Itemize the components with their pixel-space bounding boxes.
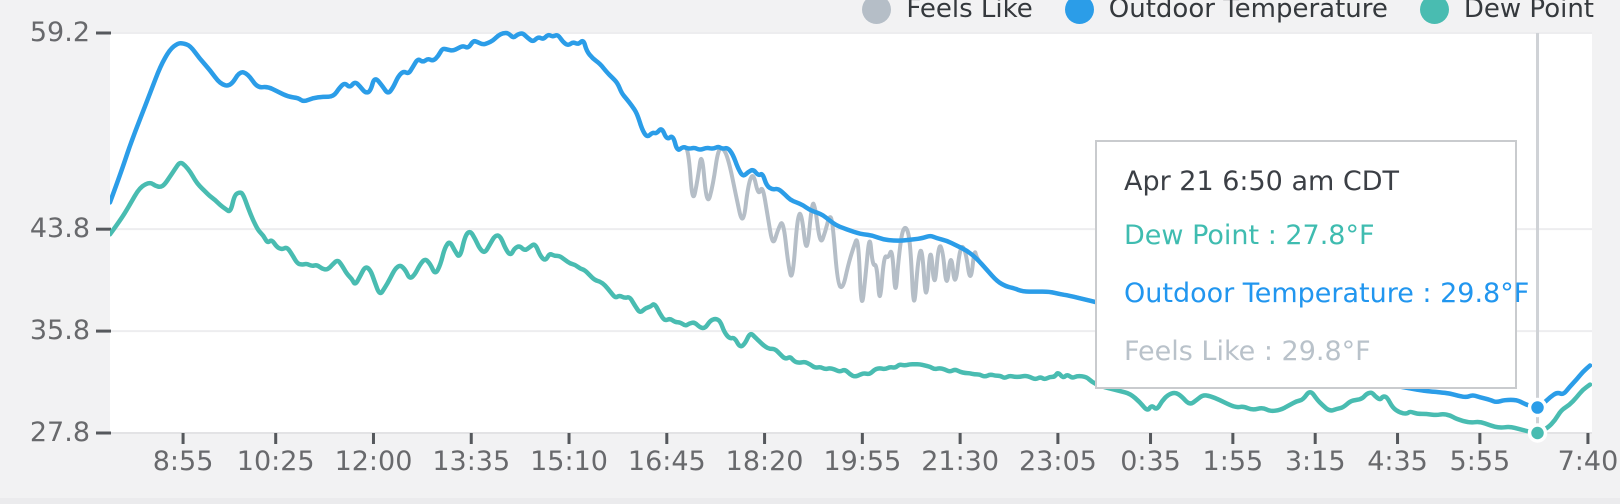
y-axis-label: 27.8	[29, 417, 90, 448]
x-axis-label: 16:45	[627, 446, 706, 477]
x-tick	[1149, 433, 1153, 444]
x-axis-label: 4:35	[1367, 446, 1428, 477]
dew-point-swatch-icon	[1419, 0, 1449, 24]
x-axis-label: 12:00	[334, 446, 413, 477]
panel-bottom-edge	[0, 498, 1620, 504]
legend-label-feels-like: Feels Like	[906, 0, 1033, 24]
feels-like-swatch-icon	[862, 0, 892, 24]
legend-item-dew-point[interactable]: Dew Point	[1419, 0, 1594, 24]
x-axis-label: 19:55	[823, 446, 902, 477]
dew-point-hover-marker	[1527, 423, 1548, 443]
x-axis-label: 1:55	[1202, 446, 1264, 477]
x-axis-label: 3:15	[1284, 446, 1346, 477]
x-tick	[469, 433, 473, 444]
legend-label-outdoor-temperature: Outdoor Temperature	[1108, 0, 1388, 24]
x-tick	[1056, 433, 1060, 444]
x-tick	[181, 433, 185, 444]
outdoor-temperature-swatch-icon	[1064, 0, 1094, 24]
x-tick	[274, 433, 278, 444]
x-tick	[1478, 433, 1482, 444]
x-tick	[371, 433, 375, 444]
x-axis-label: 7:40	[1557, 446, 1619, 477]
x-axis-label: 10:25	[236, 446, 315, 477]
x-axis-label: 21:30	[921, 446, 1000, 477]
legend-label-dew-point: Dew Point	[1463, 0, 1594, 24]
x-axis-label: 23:05	[1018, 446, 1097, 477]
legend-item-feels-like[interactable]: Feels Like	[862, 0, 1033, 24]
x-axis-label: 8:55	[152, 446, 214, 477]
tooltip-timestamp: Apr 21 6:50 am CDT	[1124, 166, 1400, 197]
y-axis-label: 35.8	[29, 315, 90, 347]
tooltip-row-dew-point: Dew Point : 27.8°F	[1124, 219, 1375, 251]
x-tick	[567, 433, 571, 444]
x-axis-label: 18:20	[725, 446, 804, 477]
outdoor-temperature-hover-marker	[1527, 397, 1548, 418]
dew-point-line	[110, 160, 1592, 435]
y-tick	[96, 431, 111, 435]
x-tick	[1396, 433, 1400, 444]
chart-legend: Feels Like Outdoor Temperature Dew Point	[862, 0, 1594, 24]
x-tick	[860, 433, 864, 444]
y-tick	[96, 31, 111, 35]
x-axis-label: 13:35	[432, 446, 511, 477]
legend-item-outdoor-temperature[interactable]: Outdoor Temperature	[1064, 0, 1388, 24]
y-axis-label: 59.2	[29, 17, 90, 48]
x-tick	[958, 433, 962, 444]
x-tick	[665, 433, 669, 444]
x-tick	[763, 433, 767, 444]
x-axis-label: 15:10	[530, 446, 608, 477]
x-tick	[1231, 433, 1235, 444]
x-tick	[1313, 433, 1317, 444]
x-axis-label: 0:35	[1120, 446, 1181, 477]
y-axis-label: 43.8	[29, 213, 90, 245]
tooltip-row-feels-like: Feels Like : 29.8°F	[1124, 335, 1371, 367]
y-tick	[96, 227, 111, 231]
tooltip-row-outdoor-temperature: Outdoor Temperature : 29.8°F	[1124, 277, 1530, 309]
y-tick	[96, 329, 111, 333]
x-tick	[1586, 433, 1590, 444]
x-axis-label: 5:55	[1449, 446, 1511, 477]
chart-tooltip: Apr 21 6:50 am CDT Dew Point : 27.8°F Ou…	[1095, 140, 1530, 389]
